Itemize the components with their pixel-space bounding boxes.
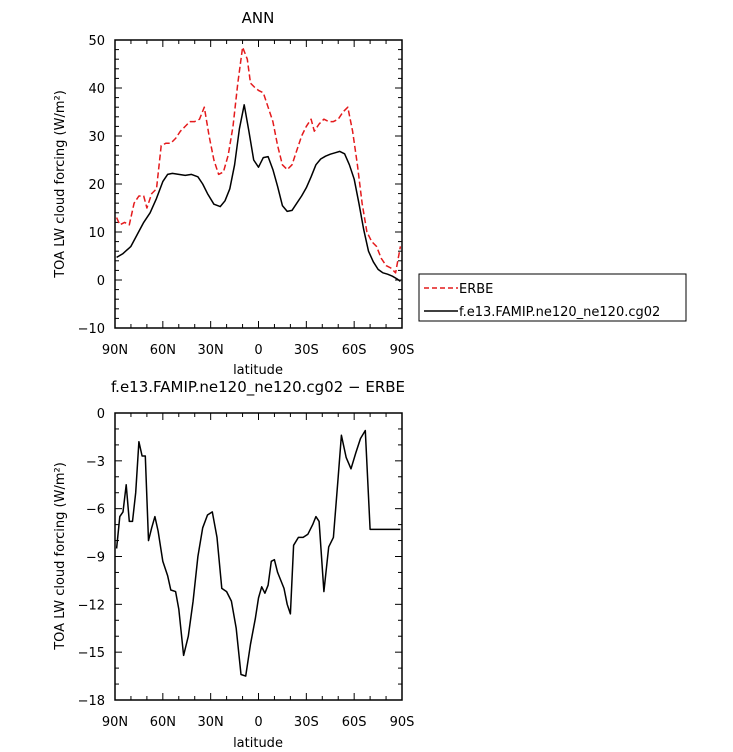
y-tick-label: 0: [97, 407, 105, 422]
x-tick-label: 30S: [294, 343, 319, 358]
y-tick-label: 20: [88, 178, 105, 193]
series-line-difference: [115, 429, 401, 677]
series-line-erbe: [115, 46, 402, 274]
legend: ERBE f.e13.FAMIP.ne120_ne120.cg02: [418, 273, 687, 322]
top-ticks: −10 0 10 20 30 40 50 90N 60N 30N 0 30S 60S 90S: [78, 34, 415, 358]
bottom-ticks: −18 −15 −12 −9 −6 −3 0 90N 60N 30N 0 30S 60S 90S: [78, 407, 415, 730]
bottom-series-lines: [115, 429, 401, 677]
x-tick-label: 30N: [198, 715, 224, 730]
y-tick-label: −9: [86, 551, 105, 566]
y-tick-label: −15: [78, 646, 105, 661]
bottom-y-axis-label: TOA LW cloud forcing (W/m²): [53, 462, 68, 651]
legend-box: [418, 273, 687, 322]
y-tick-label: −3: [86, 455, 105, 470]
x-tick-label: 60N: [150, 343, 176, 358]
top-series-lines: [115, 46, 402, 282]
top-y-axis-label: TOA LW cloud forcing (W/m²): [53, 90, 68, 279]
y-tick-label: 50: [88, 34, 105, 49]
bottom-panel: f.e13.FAMIP.ne120_ne120.cg02 − ERBE −18−…: [53, 378, 414, 751]
y-tick-label: 0: [97, 274, 105, 289]
series-line-f-e13-famip-ne120-ne120-cg02: [116, 104, 401, 282]
x-tick-label: 0: [254, 715, 262, 730]
x-tick-label: 0: [254, 343, 262, 358]
top-panel: ANN −10 0 10 20 30 40 50 90N 60N 30N 0 30S 60S 90S la…: [53, 9, 414, 378]
legend-model-label: f.e13.FAMIP.ne120_ne120.cg02: [459, 305, 660, 320]
bottom-chart-title: f.e13.FAMIP.ne120_ne120.cg02 − ERBE: [111, 378, 405, 397]
y-tick-label: 10: [88, 226, 105, 241]
top-x-axis-label: latitude: [233, 363, 283, 378]
x-tick-label: 90S: [390, 715, 415, 730]
x-tick-label: 30S: [294, 715, 319, 730]
top-plot-frame: [114, 39, 403, 329]
y-tick-label: 40: [88, 82, 105, 97]
bottom-plot-frame: [114, 412, 403, 701]
top-chart-title: ANN: [242, 9, 275, 27]
x-tick-label: 90N: [102, 343, 128, 358]
x-tick-label: 90S: [390, 343, 415, 358]
y-tick-label: −10: [78, 322, 105, 337]
legend-erbe-label: ERBE: [459, 282, 493, 297]
x-tick-label: 60S: [342, 715, 367, 730]
bottom-x-axis-label: latitude: [233, 736, 283, 751]
y-tick-label: −12: [78, 598, 105, 613]
y-tick-label: −6: [86, 503, 105, 518]
y-tick-label: −18: [78, 694, 105, 709]
x-tick-label: 60N: [150, 715, 176, 730]
x-tick-label: 60S: [342, 343, 367, 358]
y-tick-label: 30: [88, 130, 105, 145]
x-tick-label: 30N: [198, 343, 224, 358]
x-tick-label: 90N: [102, 715, 128, 730]
